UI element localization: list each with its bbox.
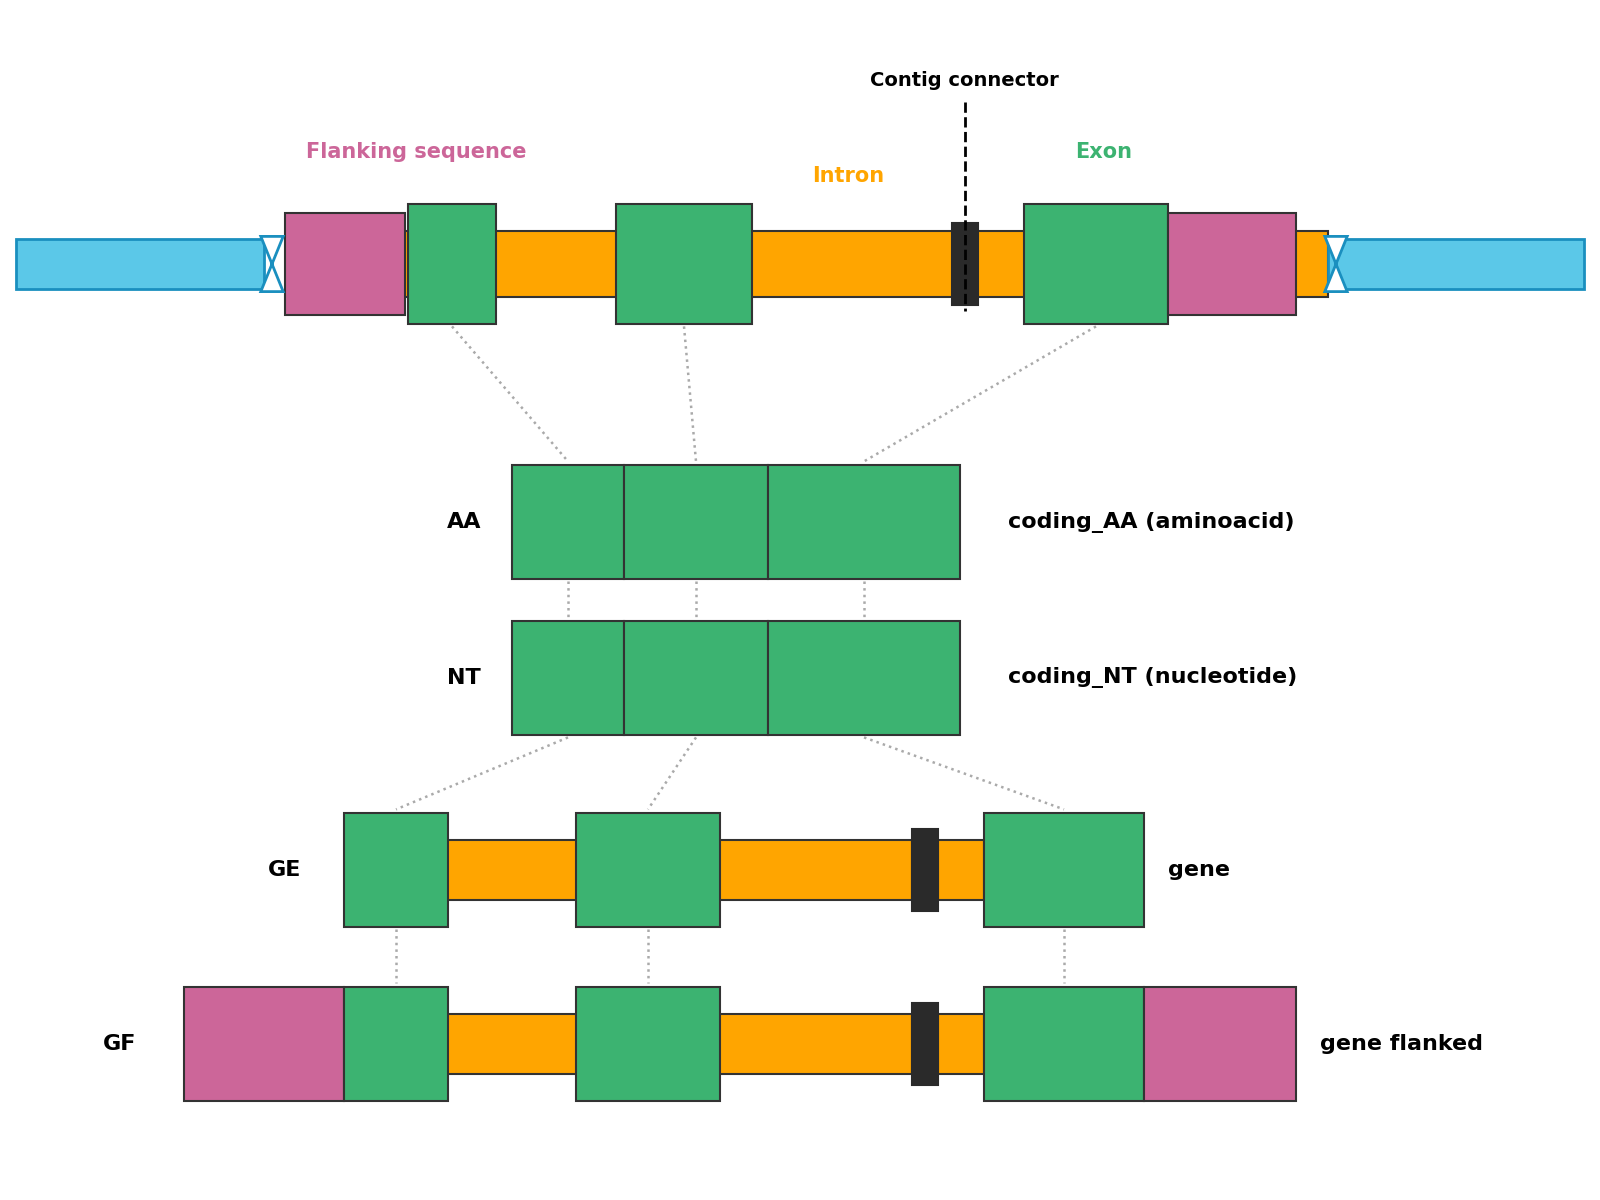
FancyBboxPatch shape bbox=[768, 622, 960, 734]
Text: NT: NT bbox=[446, 668, 482, 688]
Polygon shape bbox=[1325, 236, 1347, 292]
Text: coding_NT (nucleotide): coding_NT (nucleotide) bbox=[1008, 667, 1298, 689]
FancyBboxPatch shape bbox=[1328, 239, 1584, 289]
FancyBboxPatch shape bbox=[912, 1003, 938, 1085]
Polygon shape bbox=[261, 236, 283, 292]
FancyBboxPatch shape bbox=[1144, 986, 1296, 1102]
Text: gene flanked: gene flanked bbox=[1320, 1034, 1483, 1054]
FancyBboxPatch shape bbox=[16, 239, 264, 289]
FancyBboxPatch shape bbox=[1168, 214, 1296, 314]
FancyBboxPatch shape bbox=[912, 829, 938, 911]
FancyBboxPatch shape bbox=[938, 840, 984, 900]
Text: AA: AA bbox=[446, 512, 482, 532]
Text: coding_AA (aminoacid): coding_AA (aminoacid) bbox=[1008, 511, 1294, 533]
FancyBboxPatch shape bbox=[512, 622, 624, 734]
FancyBboxPatch shape bbox=[344, 986, 448, 1102]
FancyBboxPatch shape bbox=[938, 1014, 984, 1074]
FancyBboxPatch shape bbox=[184, 986, 344, 1102]
FancyBboxPatch shape bbox=[616, 204, 752, 324]
FancyBboxPatch shape bbox=[512, 466, 624, 578]
Text: GF: GF bbox=[104, 1034, 136, 1054]
Text: gene: gene bbox=[1168, 860, 1230, 880]
FancyBboxPatch shape bbox=[1024, 204, 1168, 324]
FancyBboxPatch shape bbox=[624, 622, 768, 734]
FancyBboxPatch shape bbox=[576, 986, 720, 1102]
Text: Contig A: Contig A bbox=[48, 251, 160, 275]
FancyBboxPatch shape bbox=[445, 1014, 912, 1074]
FancyBboxPatch shape bbox=[984, 814, 1144, 926]
FancyBboxPatch shape bbox=[984, 986, 1144, 1102]
FancyBboxPatch shape bbox=[285, 214, 405, 314]
Text: Flanking sequence: Flanking sequence bbox=[306, 142, 526, 162]
Text: Contig B: Contig B bbox=[1448, 251, 1560, 275]
FancyBboxPatch shape bbox=[576, 814, 720, 926]
FancyBboxPatch shape bbox=[344, 814, 448, 926]
FancyBboxPatch shape bbox=[952, 223, 978, 305]
FancyBboxPatch shape bbox=[624, 466, 768, 578]
FancyBboxPatch shape bbox=[445, 840, 912, 900]
FancyBboxPatch shape bbox=[288, 230, 1328, 296]
Text: Exon: Exon bbox=[1075, 142, 1133, 162]
FancyBboxPatch shape bbox=[768, 466, 960, 578]
FancyBboxPatch shape bbox=[408, 204, 496, 324]
Text: Contig connector: Contig connector bbox=[870, 71, 1059, 90]
Text: GE: GE bbox=[269, 860, 301, 880]
Text: Intron: Intron bbox=[811, 166, 885, 186]
